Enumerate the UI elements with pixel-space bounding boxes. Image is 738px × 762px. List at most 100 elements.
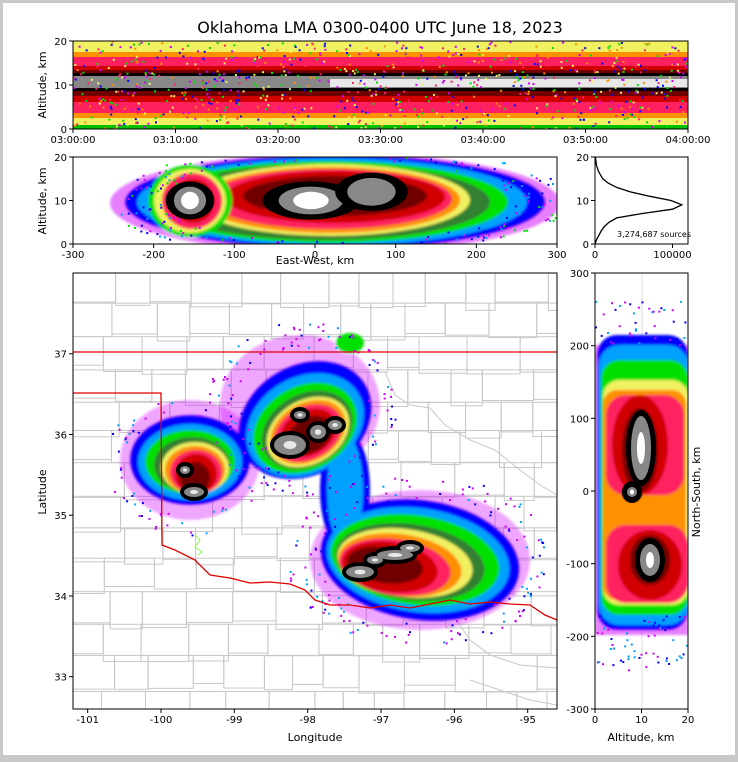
density-speckle bbox=[282, 348, 284, 351]
density-speckle bbox=[225, 117, 228, 120]
density-speckle bbox=[491, 176, 494, 179]
density-speckle bbox=[159, 513, 162, 515]
density-speckle bbox=[445, 642, 448, 645]
density-speckle bbox=[368, 89, 371, 92]
density-speckle bbox=[348, 63, 351, 66]
density-speckle bbox=[451, 624, 454, 627]
density-speckle bbox=[638, 342, 641, 345]
density-speckle bbox=[394, 127, 397, 129]
density-speckle bbox=[648, 42, 651, 45]
density-speckle bbox=[538, 554, 541, 557]
density-speckle bbox=[394, 635, 396, 638]
ew-altitude-speckle bbox=[120, 157, 557, 244]
density-speckle bbox=[80, 73, 83, 76]
density-speckle bbox=[577, 115, 580, 118]
density-speckle bbox=[266, 484, 269, 487]
density-speckle bbox=[668, 60, 671, 63]
density-speckle bbox=[482, 236, 485, 239]
density-speckle bbox=[460, 78, 463, 81]
density-speckle bbox=[164, 176, 167, 179]
density-speckle bbox=[401, 72, 404, 75]
density-speckle bbox=[281, 97, 283, 100]
density-speckle bbox=[248, 76, 251, 79]
density-speckle bbox=[136, 178, 139, 181]
density-speckle bbox=[316, 58, 319, 61]
density-speckle bbox=[290, 124, 293, 127]
density-speckle bbox=[161, 42, 164, 45]
ew-altitude-xlabel: East-West, km bbox=[276, 254, 354, 267]
density-speckle bbox=[533, 63, 536, 65]
density-speckle bbox=[438, 66, 441, 68]
density-speckle bbox=[519, 62, 522, 65]
density-speckle bbox=[322, 611, 325, 614]
density-speckle bbox=[133, 492, 135, 495]
density-speckle bbox=[527, 90, 530, 93]
density-speckle bbox=[345, 48, 348, 51]
density-speckle bbox=[526, 74, 529, 77]
density-speckle bbox=[120, 476, 123, 479]
density-speckle bbox=[522, 66, 525, 69]
density-speckle bbox=[572, 102, 575, 105]
density-speckle bbox=[628, 332, 631, 335]
density-speckle bbox=[543, 72, 546, 75]
density-speckle bbox=[323, 532, 326, 535]
density-speckle bbox=[576, 100, 579, 103]
density-speckle bbox=[335, 126, 338, 129]
density-speckle bbox=[207, 80, 210, 83]
green-boundary-mark bbox=[194, 534, 203, 556]
density-speckle bbox=[319, 54, 322, 57]
density-speckle bbox=[653, 634, 656, 637]
density-speckle bbox=[468, 485, 471, 488]
plan-core-peak bbox=[371, 558, 379, 562]
ns-altitude-ytick-label: 300 bbox=[570, 269, 589, 280]
density-speckle bbox=[684, 616, 686, 618]
density-speckle bbox=[502, 235, 505, 238]
density-speckle bbox=[462, 118, 465, 121]
ns-altitude-xlabel: Altitude, km bbox=[607, 731, 674, 744]
density-speckle bbox=[74, 78, 77, 81]
plan-view-xtick-label: -99 bbox=[226, 715, 242, 726]
density-speckle bbox=[514, 70, 517, 72]
density-speckle bbox=[119, 468, 122, 471]
density-speckle bbox=[560, 66, 563, 69]
ew-altitude-ytick-label: 20 bbox=[54, 153, 67, 164]
density-speckle bbox=[464, 639, 467, 642]
density-speckle bbox=[680, 76, 683, 79]
density-speckle bbox=[531, 126, 534, 129]
density-speckle bbox=[395, 103, 398, 106]
density-speckle bbox=[476, 45, 479, 48]
density-speckle bbox=[686, 66, 688, 69]
density-speckle bbox=[308, 346, 311, 349]
density-speckle bbox=[656, 655, 659, 658]
density-speckle bbox=[498, 105, 501, 108]
density-speckle bbox=[421, 59, 424, 62]
density-speckle bbox=[264, 98, 267, 101]
density-speckle bbox=[340, 463, 343, 466]
density-speckle bbox=[662, 619, 665, 622]
density-speckle bbox=[676, 63, 679, 66]
density-speckle bbox=[406, 56, 409, 59]
density-speckle bbox=[216, 101, 219, 104]
density-speckle bbox=[187, 112, 190, 114]
density-speckle bbox=[608, 121, 611, 124]
density-speckle bbox=[365, 111, 368, 114]
density-speckle bbox=[587, 101, 590, 104]
density-speckle bbox=[473, 60, 476, 63]
density-speckle bbox=[491, 110, 494, 113]
density-speckle bbox=[263, 476, 266, 479]
density-speckle bbox=[447, 101, 450, 103]
density-speckle bbox=[154, 90, 156, 93]
density-speckle bbox=[78, 102, 81, 105]
density-speckle bbox=[518, 610, 520, 613]
density-speckle bbox=[148, 82, 151, 85]
density-speckle bbox=[329, 518, 332, 521]
density-speckle bbox=[626, 639, 629, 642]
density-speckle bbox=[641, 106, 644, 109]
density-speckle bbox=[348, 336, 351, 338]
density-speckle bbox=[434, 84, 437, 87]
density-speckle bbox=[202, 103, 205, 106]
density-speckle bbox=[184, 163, 187, 166]
density-speckle bbox=[463, 114, 466, 116]
density-speckle bbox=[114, 103, 117, 106]
density-speckle bbox=[616, 65, 619, 68]
